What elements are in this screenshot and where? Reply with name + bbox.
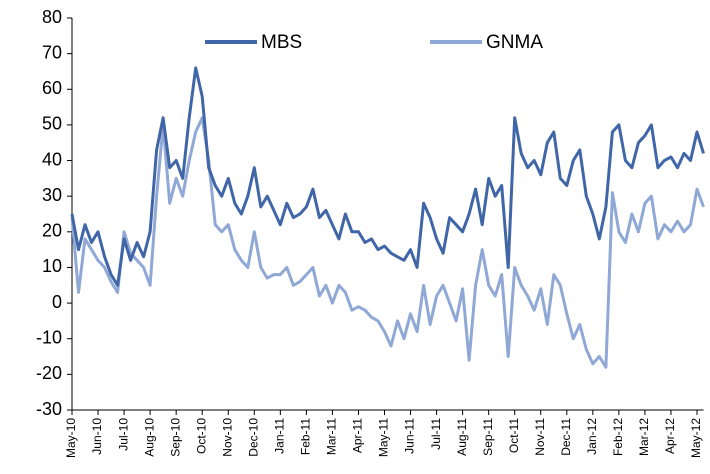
x-tick-label: Dec-11 [559, 418, 573, 456]
x-tick-label: Dec-10 [246, 418, 260, 457]
x-tick-label: Mar-11 [325, 418, 339, 455]
x-tick-label: May-10 [64, 418, 78, 458]
x-tick-label: Sep-11 [481, 418, 495, 456]
x-tick-label: May-11 [377, 418, 391, 457]
legend-label: MBS [261, 32, 302, 53]
y-tick-label: 70 [42, 42, 62, 62]
x-tick-label: Jul-11 [429, 418, 443, 450]
x-tick-label: Oct-10 [194, 418, 208, 454]
y-tick-label: 60 [42, 78, 62, 98]
line-series [70, 116, 705, 369]
x-tick-label: Jan-12 [585, 418, 599, 455]
x-tick-label: Feb-12 [611, 418, 625, 456]
x-tick-label: Jan-11 [273, 418, 287, 454]
x-tick-label: Feb-11 [299, 418, 313, 455]
y-tick-label: 30 [42, 185, 62, 205]
y-tick-label: 10 [42, 256, 62, 276]
y-tick-label: -20 [36, 363, 62, 383]
y-tick-label: 20 [42, 221, 62, 241]
x-tick-label: Jul-10 [116, 418, 130, 451]
x-tick-label: Mar-12 [637, 418, 651, 456]
y-tick-label: 40 [42, 149, 62, 169]
x-tick-label: Jun-11 [403, 418, 417, 454]
x-tick-label: Oct-11 [507, 418, 521, 453]
x-tick-label: Sep-10 [168, 418, 182, 457]
y-tick-label: 0 [52, 292, 62, 312]
x-tick-label: May-12 [689, 418, 703, 458]
legend-label: GNMA [486, 32, 543, 53]
x-tick-label: Aug-10 [142, 418, 156, 457]
x-tick-label: Nov-10 [220, 418, 234, 457]
x-tick-label: Aug-11 [455, 418, 469, 456]
x-tick-label: Nov-11 [533, 418, 547, 456]
y-tick-label: 80 [42, 7, 62, 27]
y-tick-label: -10 [36, 327, 62, 347]
x-tick-label: Jun-10 [90, 418, 104, 455]
x-tick-label: Apr-11 [351, 418, 365, 453]
x-tick-label: Apr-12 [663, 418, 677, 454]
y-tick-label: -30 [36, 399, 62, 419]
line-series [70, 66, 705, 287]
y-tick-label: 50 [42, 114, 62, 134]
